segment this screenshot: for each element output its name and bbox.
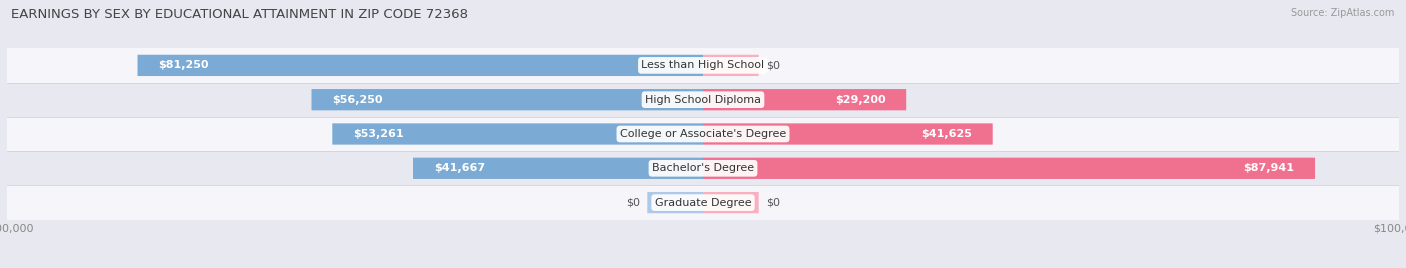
FancyBboxPatch shape <box>312 89 703 110</box>
Text: Graduate Degree: Graduate Degree <box>655 198 751 208</box>
FancyBboxPatch shape <box>703 89 907 110</box>
Bar <box>7 83 1399 117</box>
Bar <box>7 117 1399 151</box>
Text: $81,250: $81,250 <box>159 60 209 70</box>
Text: Bachelor's Degree: Bachelor's Degree <box>652 163 754 173</box>
FancyBboxPatch shape <box>138 55 703 76</box>
FancyBboxPatch shape <box>703 192 759 213</box>
Text: $0: $0 <box>766 198 780 208</box>
FancyBboxPatch shape <box>703 55 759 76</box>
Text: Less than High School: Less than High School <box>641 60 765 70</box>
Text: Source: ZipAtlas.com: Source: ZipAtlas.com <box>1291 8 1395 18</box>
FancyBboxPatch shape <box>647 192 703 213</box>
Bar <box>7 151 1399 185</box>
Text: $29,200: $29,200 <box>835 95 886 105</box>
Text: $0: $0 <box>626 198 640 208</box>
FancyBboxPatch shape <box>332 123 703 145</box>
FancyBboxPatch shape <box>703 158 1315 179</box>
Text: High School Diploma: High School Diploma <box>645 95 761 105</box>
Text: EARNINGS BY SEX BY EDUCATIONAL ATTAINMENT IN ZIP CODE 72368: EARNINGS BY SEX BY EDUCATIONAL ATTAINMEN… <box>11 8 468 21</box>
Text: $41,667: $41,667 <box>434 163 485 173</box>
Text: $41,625: $41,625 <box>921 129 972 139</box>
Text: $53,261: $53,261 <box>353 129 404 139</box>
Text: $56,250: $56,250 <box>332 95 382 105</box>
FancyBboxPatch shape <box>413 158 703 179</box>
Text: $0: $0 <box>766 60 780 70</box>
Text: $87,941: $87,941 <box>1243 163 1294 173</box>
FancyBboxPatch shape <box>703 123 993 145</box>
Bar <box>7 185 1399 220</box>
Bar <box>7 48 1399 83</box>
Text: College or Associate's Degree: College or Associate's Degree <box>620 129 786 139</box>
